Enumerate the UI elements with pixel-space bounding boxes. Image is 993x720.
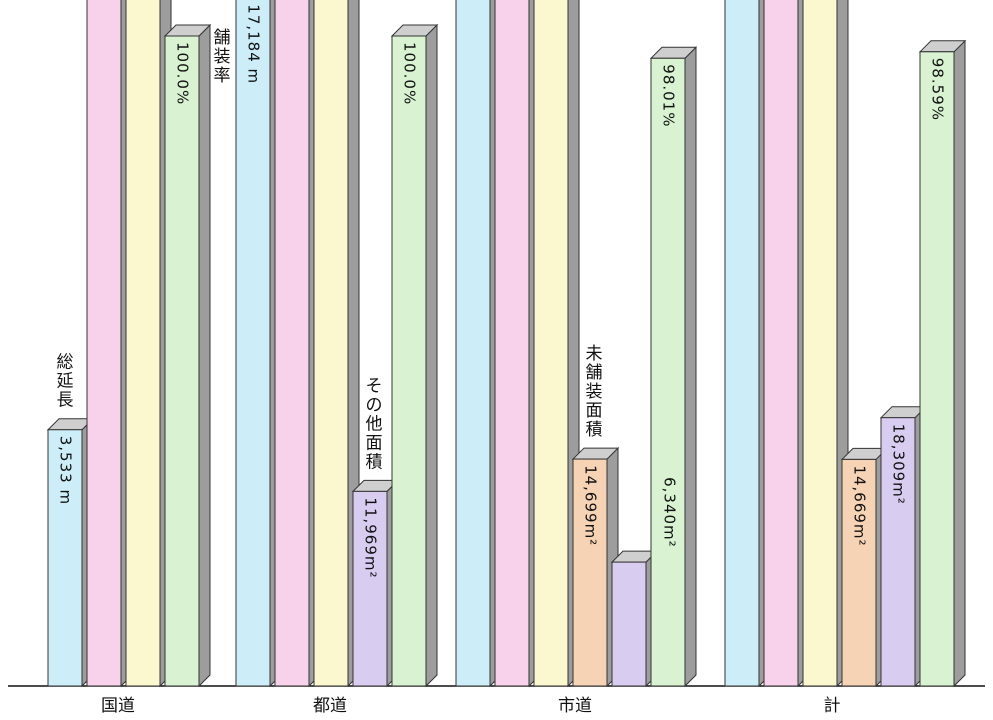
bar-front bbox=[495, 0, 529, 686]
bar-front bbox=[764, 0, 798, 686]
series-label-char: 舗 bbox=[586, 363, 603, 383]
bar bbox=[236, 0, 281, 686]
series-label-char: 率 bbox=[214, 66, 231, 86]
bar bbox=[803, 0, 848, 686]
bar-front bbox=[275, 0, 309, 686]
series-label-char: 積 bbox=[366, 452, 383, 472]
data-label: 17,184 m bbox=[245, 4, 263, 84]
bar-side bbox=[199, 25, 210, 686]
data-label: 11,969m² bbox=[362, 497, 380, 578]
bar-side bbox=[954, 41, 965, 686]
bar bbox=[392, 25, 437, 686]
series-label-char: 舗 bbox=[214, 28, 231, 48]
bar-front bbox=[87, 0, 121, 686]
series-label-char: 装 bbox=[214, 47, 231, 67]
series-label-char: 未 bbox=[586, 344, 603, 364]
series-label-char: 装 bbox=[586, 382, 603, 402]
bar-front bbox=[456, 0, 490, 686]
bar-front bbox=[165, 36, 199, 686]
data-label: 100.0% bbox=[174, 42, 192, 105]
category-label: 都道 bbox=[313, 696, 347, 716]
series-label-char: 面 bbox=[366, 433, 383, 453]
bar-front bbox=[534, 0, 568, 686]
bar-front bbox=[612, 562, 646, 686]
series-label-char: 他 bbox=[366, 414, 383, 434]
bar bbox=[126, 0, 171, 686]
series-label: 総延長 bbox=[57, 353, 74, 411]
series-label-char: 長 bbox=[57, 391, 74, 411]
bar-front bbox=[236, 0, 270, 686]
data-label: 6,340m² bbox=[661, 477, 679, 548]
data-label: 14,699m² bbox=[582, 465, 600, 546]
series-label-char: 延 bbox=[57, 372, 74, 392]
bar-front bbox=[725, 0, 759, 686]
data-label: 14,669m² bbox=[851, 465, 869, 546]
category-label: 国道 bbox=[101, 696, 135, 716]
data-label: 98.59% bbox=[929, 58, 947, 121]
bar bbox=[275, 0, 320, 686]
bar bbox=[456, 0, 501, 686]
bar-front bbox=[651, 58, 685, 686]
series-label-char: そ bbox=[366, 376, 383, 396]
bar-front bbox=[126, 0, 160, 686]
category-label: 計 bbox=[824, 696, 841, 716]
bar bbox=[764, 0, 809, 686]
series-label: 舗装率 bbox=[214, 28, 231, 86]
data-label: 18,309m² bbox=[890, 424, 908, 505]
series-label-char: 積 bbox=[586, 420, 603, 440]
category-label: 市道 bbox=[558, 696, 592, 716]
series-label-char: 面 bbox=[586, 401, 603, 421]
bar-side bbox=[426, 25, 437, 686]
bar bbox=[651, 47, 696, 686]
bar-front bbox=[920, 52, 954, 686]
bar bbox=[495, 0, 540, 686]
bar-front bbox=[803, 0, 837, 686]
series-label-char: の bbox=[366, 395, 383, 415]
data-label: 98.01% bbox=[660, 64, 678, 127]
bar bbox=[725, 0, 770, 686]
series-label-char: 総 bbox=[57, 353, 74, 373]
bar bbox=[165, 25, 210, 686]
bar-front bbox=[314, 0, 348, 686]
data-label: 100.0% bbox=[401, 42, 419, 105]
data-label: 3,533 m bbox=[57, 436, 75, 505]
bar bbox=[612, 551, 657, 686]
bar bbox=[87, 0, 132, 686]
bar bbox=[314, 0, 359, 686]
bar bbox=[920, 41, 965, 686]
bar-side bbox=[685, 47, 696, 686]
bar bbox=[534, 0, 579, 686]
bar-front bbox=[392, 36, 426, 686]
